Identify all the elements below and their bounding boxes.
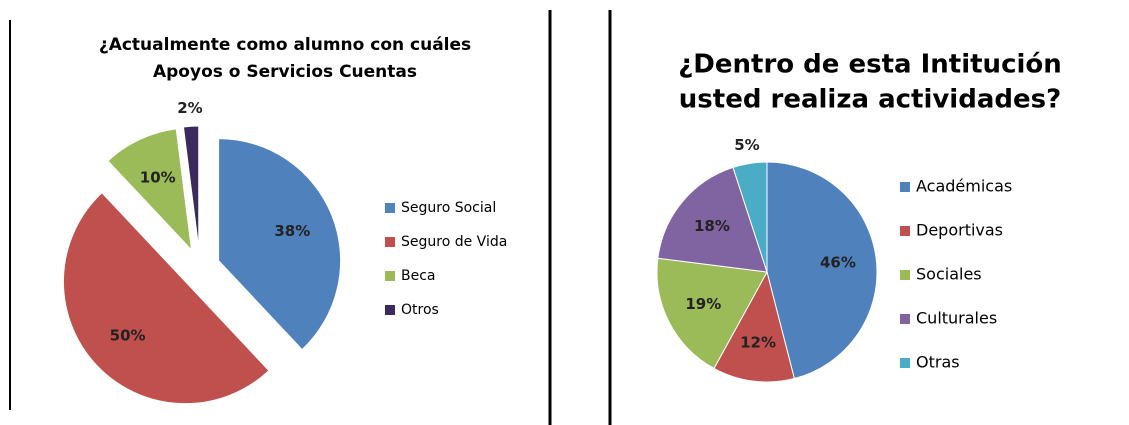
pie-slice	[732, 161, 768, 273]
chart-title: ¿Dentro de esta Intitución	[678, 50, 1062, 80]
pie-slice	[107, 128, 193, 252]
chart-title: Apoyos o Servicios Cuentas	[153, 62, 417, 82]
data-label: 46%	[820, 254, 856, 272]
pie-slice	[657, 166, 768, 273]
legend-swatch	[900, 182, 910, 192]
legend-label: Culturales	[916, 309, 997, 328]
data-label: 19%	[685, 295, 721, 313]
legend-label: Seguro de Vida	[401, 234, 507, 250]
legend-label: Otros	[401, 302, 439, 318]
data-label: 18%	[694, 217, 730, 235]
legend-label: Sociales	[916, 265, 982, 284]
pie-slice	[766, 161, 878, 380]
legend-label: Académicas	[916, 177, 1012, 196]
legend-swatch	[385, 237, 395, 247]
legend-label: Beca	[401, 268, 436, 284]
legend-swatch	[385, 305, 395, 315]
legend-swatch	[900, 270, 910, 280]
pie-slice	[218, 138, 342, 351]
data-label: 12%	[740, 333, 776, 351]
pie-slice	[63, 192, 270, 405]
legend-swatch	[900, 314, 910, 324]
chart-title: ¿Actualmente como alumno con cuáles	[99, 35, 471, 55]
legend-swatch	[385, 271, 395, 281]
pie-slice	[713, 270, 795, 383]
pie-slice	[182, 125, 200, 249]
data-label: 38%	[274, 222, 310, 240]
legend-swatch	[900, 358, 910, 368]
chart-title: usted realiza actividades?	[679, 85, 1061, 115]
data-label: 2%	[177, 99, 202, 117]
legend-label: Otras	[916, 353, 960, 372]
legend-swatch	[385, 203, 395, 213]
data-label: 5%	[734, 136, 759, 154]
data-label: 50%	[110, 326, 146, 344]
data-label: 10%	[140, 169, 176, 187]
legend-label: Seguro Social	[401, 200, 496, 216]
legend-swatch	[900, 226, 910, 236]
legend-label: Deportivas	[916, 221, 1003, 240]
pie-slice	[656, 257, 768, 370]
